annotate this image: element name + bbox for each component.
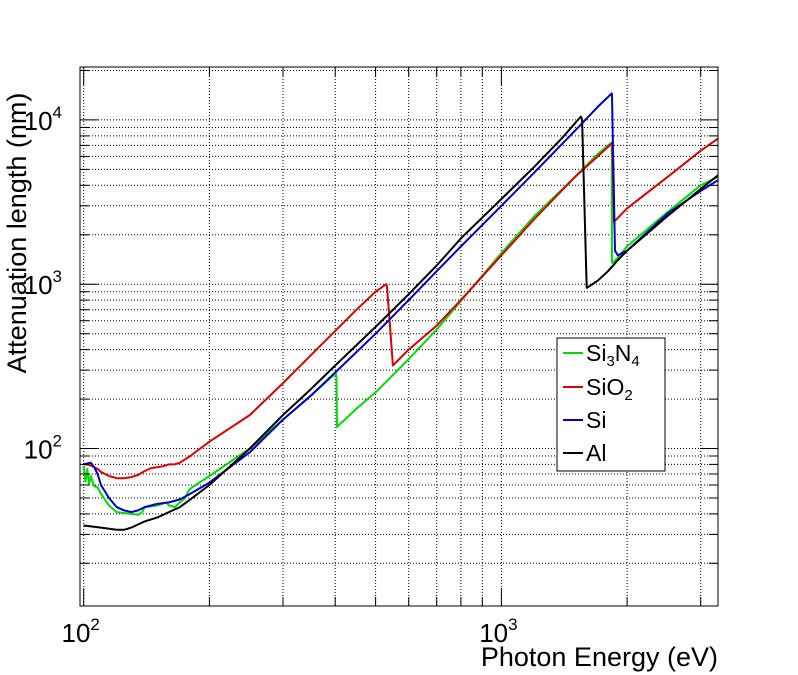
x-axis-title: Photon Energy (eV) [481, 642, 718, 672]
y-tick-label: 104 [24, 103, 62, 136]
tick-labels: 102 103 102 103 104 [24, 103, 518, 648]
series-lines [82, 92, 719, 531]
series-line-sio2 [83, 137, 719, 480]
plot-frame [79, 66, 719, 607]
grid [80, 67, 718, 606]
series-line-al [83, 115, 719, 531]
legend-label-al: Al [586, 440, 606, 466]
legend-label-sio2: SiO2 [586, 374, 633, 404]
x-tick-label: 102 [62, 615, 100, 648]
y-axis-title: Attenuation length (nm) [2, 93, 32, 374]
legend-box [556, 337, 666, 472]
axis-ticks [80, 67, 718, 606]
legend-label-si3n4: Si3N4 [586, 340, 640, 370]
legend-label-si: Si [586, 407, 606, 433]
y-tick-label: 103 [24, 267, 62, 300]
series-line-si [83, 92, 719, 514]
legend: Si3N4 SiO2 Si Al [556, 337, 666, 472]
x-tick-label: 103 [479, 615, 517, 648]
y-tick-label: 102 [24, 432, 62, 465]
